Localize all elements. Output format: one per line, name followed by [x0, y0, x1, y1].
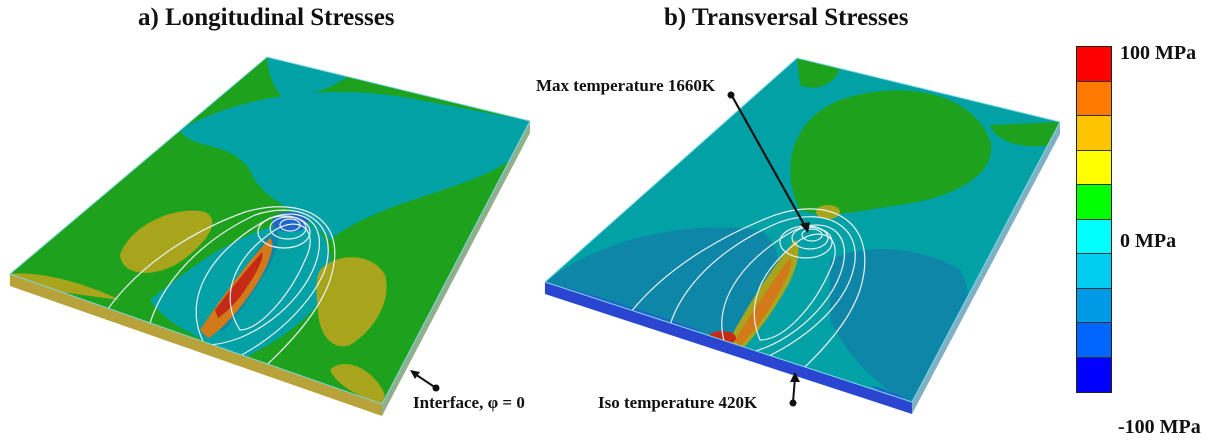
- plate-b-green-lobe-top: [797, 58, 840, 88]
- plate-a-olive-strip-left: [10, 273, 120, 300]
- colorbar-segment: [1077, 357, 1111, 392]
- plate-a-isotherms: [78, 206, 336, 404]
- colorbar-segment: [1077, 219, 1111, 254]
- colorbar-max-label: 100 MPa: [1120, 42, 1197, 64]
- plate-a-weld-core: [215, 252, 263, 318]
- plate-a-teal-region-top-edge: [267, 57, 350, 97]
- colorbar-segment: [1077, 47, 1111, 82]
- colorbar-segment: [1077, 288, 1111, 323]
- colorbar-mid-label: 0 MPa: [1120, 230, 1177, 252]
- plate-a-outline: [9, 56, 531, 405]
- colorbar-segment: [1077, 323, 1111, 358]
- iso-temp-arrow-dot: [789, 399, 797, 407]
- colorbar-segment: [1077, 150, 1111, 185]
- plate-b-top-face: [545, 58, 1060, 402]
- plate-a-side-right: [382, 121, 530, 416]
- colorbar-segment: [1077, 81, 1111, 116]
- plate-b-side-right: [912, 122, 1060, 414]
- max-temperature-label: Max temperature 1660K: [536, 76, 716, 95]
- colorbar-min-label: -100 MPa: [1118, 416, 1201, 438]
- plate-a-teal-region-upper: [180, 91, 530, 240]
- interface-arrow-head: [410, 370, 420, 379]
- plate-b-outline: [544, 57, 1061, 403]
- colorbar: [1076, 46, 1112, 393]
- panel-b-title: b) Transversal Stresses: [664, 4, 909, 31]
- max-temp-arrow-head: [800, 222, 810, 233]
- colorbar-segment: [1077, 254, 1111, 289]
- interface-label: Interface, φ = 0: [413, 393, 525, 412]
- panel-a-title: a) Longitudinal Stresses: [138, 4, 395, 31]
- colorbar-segment: [1077, 116, 1111, 151]
- plate-a-olive-lobe-right: [316, 257, 387, 347]
- plate-a-olive-lobe-left: [120, 210, 213, 273]
- max-temp-arrow-dot: [727, 91, 735, 99]
- colorbar-segment: [1077, 185, 1111, 220]
- iso-temperature-label: Iso temperature 420K: [598, 393, 758, 412]
- max-temp-arrow: [731, 95, 807, 229]
- plate-b-hotspot-olive: [816, 205, 840, 219]
- interface-arrow-dot: [432, 384, 440, 392]
- plate-b-weld-hot: [735, 258, 792, 346]
- plate-a-olive-lobe-bottom: [330, 364, 385, 404]
- plate-b-green-lobe-upper: [790, 90, 992, 215]
- plate-b-green-lobe-right: [990, 122, 1060, 147]
- iso-temp-arrow-head: [790, 372, 800, 382]
- plate-a-side-front: [10, 274, 382, 416]
- plate-b-side-front: [545, 282, 912, 414]
